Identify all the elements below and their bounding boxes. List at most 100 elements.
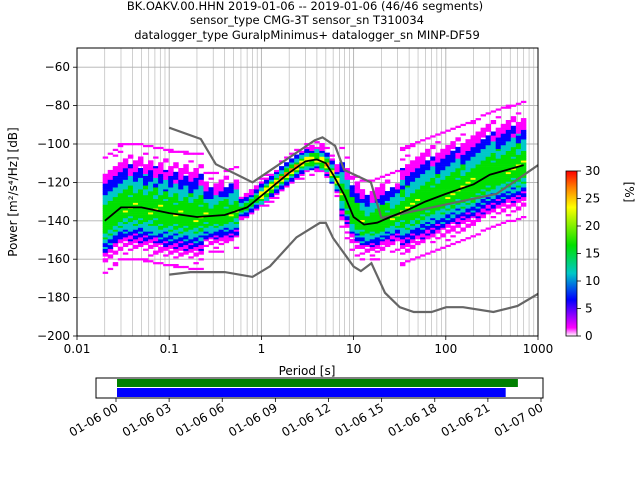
psd-cell — [490, 131, 497, 134]
psd-cell — [132, 198, 139, 201]
psd-cell — [143, 248, 149, 251]
psd-cell — [460, 162, 466, 165]
psd-cell — [500, 177, 507, 180]
psd-cell — [440, 221, 446, 224]
psd-cell — [405, 223, 411, 226]
psd-cell — [122, 239, 129, 242]
psd-cell — [163, 225, 169, 228]
psd-cell — [425, 227, 431, 230]
psd-cell — [410, 192, 416, 196]
psd-cell — [364, 216, 371, 219]
timeline-tick-label: 01-06 18 — [386, 400, 440, 439]
psd-cell — [485, 125, 492, 128]
psd-cell — [183, 265, 189, 269]
psd-cell — [112, 264, 119, 267]
psd-cell — [117, 173, 124, 176]
psd-cell — [329, 160, 335, 163]
psd-cell — [203, 217, 209, 221]
psd-cell — [158, 169, 164, 173]
psd-cell — [445, 198, 451, 201]
psd-cell — [102, 200, 109, 203]
psd-cell — [435, 227, 441, 230]
psd-cell — [223, 227, 230, 230]
psd-cell — [324, 169, 330, 173]
psd-cell — [425, 194, 431, 198]
psd-cell — [163, 231, 169, 234]
psd-cell — [198, 258, 204, 261]
psd-cell — [450, 183, 456, 186]
psd-cell — [117, 223, 124, 226]
psd-cell — [384, 208, 391, 211]
psd-cell — [218, 212, 225, 215]
psd-cell — [132, 210, 139, 213]
psd-cell — [415, 240, 421, 244]
psd-cell — [505, 156, 512, 159]
psd-cell — [515, 148, 522, 152]
psd-cell — [405, 225, 411, 228]
psd-cell — [163, 227, 169, 230]
psd-cell — [339, 194, 345, 198]
psd-cell — [364, 248, 371, 251]
psd-cell — [410, 164, 416, 167]
psd-cell — [153, 212, 159, 215]
psd-cell — [465, 219, 471, 223]
psd-cell — [405, 144, 411, 148]
psd-cell — [122, 229, 129, 232]
psd-cell — [107, 200, 114, 203]
psd-cell — [158, 233, 164, 236]
psd-cell — [208, 250, 214, 253]
psd-cell — [440, 177, 446, 180]
psd-cell — [228, 217, 235, 221]
psd-cell — [495, 166, 502, 169]
psd-cell — [495, 154, 502, 157]
psd-cell — [460, 206, 466, 209]
psd-cell — [420, 187, 426, 190]
psd-cell — [117, 210, 124, 213]
psd-cell — [223, 175, 230, 178]
psd-cell — [520, 137, 527, 140]
psd-cell — [253, 206, 260, 209]
psd-cell — [415, 214, 421, 217]
psd-cell — [132, 258, 139, 261]
psd-cell — [435, 169, 441, 173]
psd-cell — [349, 189, 356, 192]
psd-cell — [460, 166, 466, 169]
psd-cell — [480, 133, 487, 136]
psd-cell — [389, 242, 396, 246]
psd-cell — [440, 131, 446, 134]
psd-cell — [364, 237, 371, 240]
psd-cell — [132, 200, 139, 203]
psd-cell — [490, 166, 497, 169]
colorbar-tick-label: 0 — [585, 329, 593, 343]
psd-cell — [510, 183, 517, 186]
psd-cell — [117, 221, 124, 224]
psd-cell — [148, 200, 154, 203]
psd-cell — [233, 183, 240, 186]
psd-cell — [127, 177, 134, 180]
psd-cell — [158, 221, 164, 224]
psd-cell — [430, 173, 436, 176]
psd-cell — [223, 237, 230, 240]
psd-cell — [500, 131, 507, 134]
psd-cell — [279, 189, 285, 192]
psd-cell — [394, 233, 401, 236]
psd-cell — [465, 156, 471, 159]
psd-cell — [218, 200, 225, 203]
psd-cell — [208, 225, 214, 228]
psd-cell — [505, 152, 512, 155]
psd-cell — [163, 204, 169, 207]
psd-cell — [465, 208, 471, 211]
psd-cell — [168, 233, 174, 236]
psd-cell — [127, 166, 134, 169]
psd-cell — [314, 152, 320, 155]
psd-cell — [183, 210, 189, 213]
psd-cell — [304, 158, 310, 161]
psd-cell — [289, 160, 295, 163]
psd-cell — [284, 181, 290, 184]
psd-cell — [344, 177, 350, 180]
psd-cell — [500, 148, 507, 152]
psd-cell — [309, 164, 315, 167]
psd-cell — [289, 179, 295, 182]
psd-cell — [122, 177, 129, 180]
psd-cell — [505, 198, 512, 201]
